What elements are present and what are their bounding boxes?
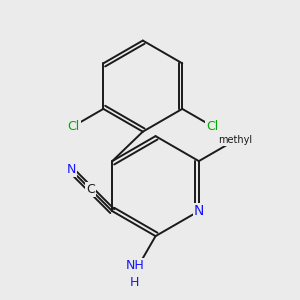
Text: C: C bbox=[86, 183, 95, 196]
Text: methyl: methyl bbox=[218, 135, 252, 145]
Text: N: N bbox=[194, 204, 204, 218]
Text: H: H bbox=[130, 276, 140, 289]
Text: Cl: Cl bbox=[68, 120, 80, 133]
Text: Cl: Cl bbox=[206, 120, 218, 133]
Text: N: N bbox=[66, 164, 76, 176]
Text: NH: NH bbox=[125, 259, 144, 272]
